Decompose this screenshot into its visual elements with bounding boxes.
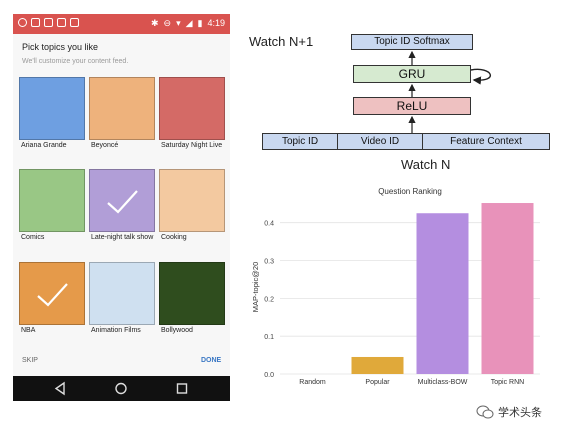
- relu-layer: ReLU: [353, 97, 471, 115]
- topic-tile-label: Saturday Night Live: [161, 142, 223, 149]
- phone-icon: [70, 18, 79, 27]
- y-tick-label: 0.3: [264, 259, 274, 266]
- topic-tile[interactable]: [89, 169, 155, 232]
- calendar-icon: [44, 18, 53, 27]
- topic-tile-label: Beyoncé: [91, 142, 119, 149]
- phone-screen: ✱ ⊖ ▾ ◢ ▮ 4:19 Pick topics you like We'l…: [13, 14, 230, 401]
- skip-button[interactable]: SKIP: [22, 357, 38, 364]
- wifi-icon: ▾: [176, 18, 181, 28]
- softmax-layer: Topic ID Softmax: [351, 34, 473, 50]
- x-tick-label: Random: [299, 379, 326, 386]
- question-ranking-chart: Question Ranking 0.0 0.1 0.2 0.3 0.4 MAP-topic…: [251, 187, 540, 386]
- x-tick-label: Multiclass-BOW: [418, 379, 468, 386]
- recents-icon[interactable]: [167, 376, 197, 401]
- bar: [351, 356, 404, 374]
- topic-tile-label: Late-night talk show: [91, 234, 154, 241]
- home-icon[interactable]: [106, 376, 136, 401]
- chart-title: Question Ranking: [378, 187, 442, 196]
- watermark-text: 学术头条: [498, 407, 542, 419]
- done-button[interactable]: DONE: [201, 357, 222, 364]
- image-icon: [31, 18, 40, 27]
- status-time: 4:19: [207, 18, 225, 28]
- input-feature-context: Feature Context: [422, 133, 550, 150]
- y-axis-label: MAP-topic@20: [251, 262, 260, 313]
- wechat-logo-icon: [476, 405, 494, 419]
- bar: [481, 203, 534, 374]
- bluetooth-icon: ✱: [150, 18, 159, 28]
- x-tick-label: Popular: [365, 379, 390, 386]
- topic-tile[interactable]: [19, 262, 85, 325]
- signal-icon: ◢: [185, 18, 193, 28]
- grid-icon: [57, 18, 66, 27]
- watermark: 学术头条: [476, 404, 542, 420]
- topic-tile[interactable]: [19, 169, 85, 232]
- topic-tile-label: Ariana Grande: [21, 142, 67, 149]
- watch-current-label: Watch N: [401, 157, 451, 172]
- y-tick-label: 0.1: [264, 334, 274, 341]
- checkmark-icon: [107, 190, 138, 214]
- watch-next-label: Watch N+1: [249, 34, 314, 49]
- topic-tile-label: NBA: [21, 327, 36, 334]
- navigation-bar: [13, 376, 230, 401]
- battery-icon: ▮: [197, 18, 203, 28]
- topic-tile-label: Animation Films: [91, 327, 141, 334]
- y-tick-label: 0.4: [264, 221, 274, 228]
- page-subtitle: We'll customize your content feed.: [22, 58, 129, 65]
- input-video-id: Video ID: [337, 133, 423, 150]
- do-not-disturb-icon: ⊖: [163, 18, 172, 28]
- topic-tile[interactable]: [159, 77, 225, 140]
- bar: [416, 213, 469, 374]
- gru-recurrent-arrow: [470, 68, 492, 85]
- y-tick-label: 0.0: [264, 372, 274, 379]
- topic-tile-label: Comics: [21, 234, 45, 241]
- checkmark-icon: [37, 283, 68, 307]
- topic-tile[interactable]: [19, 77, 85, 140]
- topic-tile-label: Bollywood: [161, 327, 193, 334]
- status-bar: ✱ ⊖ ▾ ◢ ▮ 4:19: [13, 14, 230, 34]
- topic-tile[interactable]: [89, 77, 155, 140]
- topic-tile[interactable]: [89, 262, 155, 325]
- diagram-arrows: [408, 50, 492, 133]
- y-tick-label: 0.2: [264, 296, 274, 303]
- back-icon[interactable]: [45, 376, 75, 401]
- notification-icon: [18, 18, 27, 27]
- page-title: Pick topics you like: [22, 42, 99, 52]
- topic-tile[interactable]: [159, 262, 225, 325]
- topic-tile-label: Cooking: [161, 234, 187, 241]
- gru-layer: GRU: [353, 65, 471, 83]
- x-tick-label: Topic RNN: [491, 379, 524, 386]
- topic-tile[interactable]: [159, 169, 225, 232]
